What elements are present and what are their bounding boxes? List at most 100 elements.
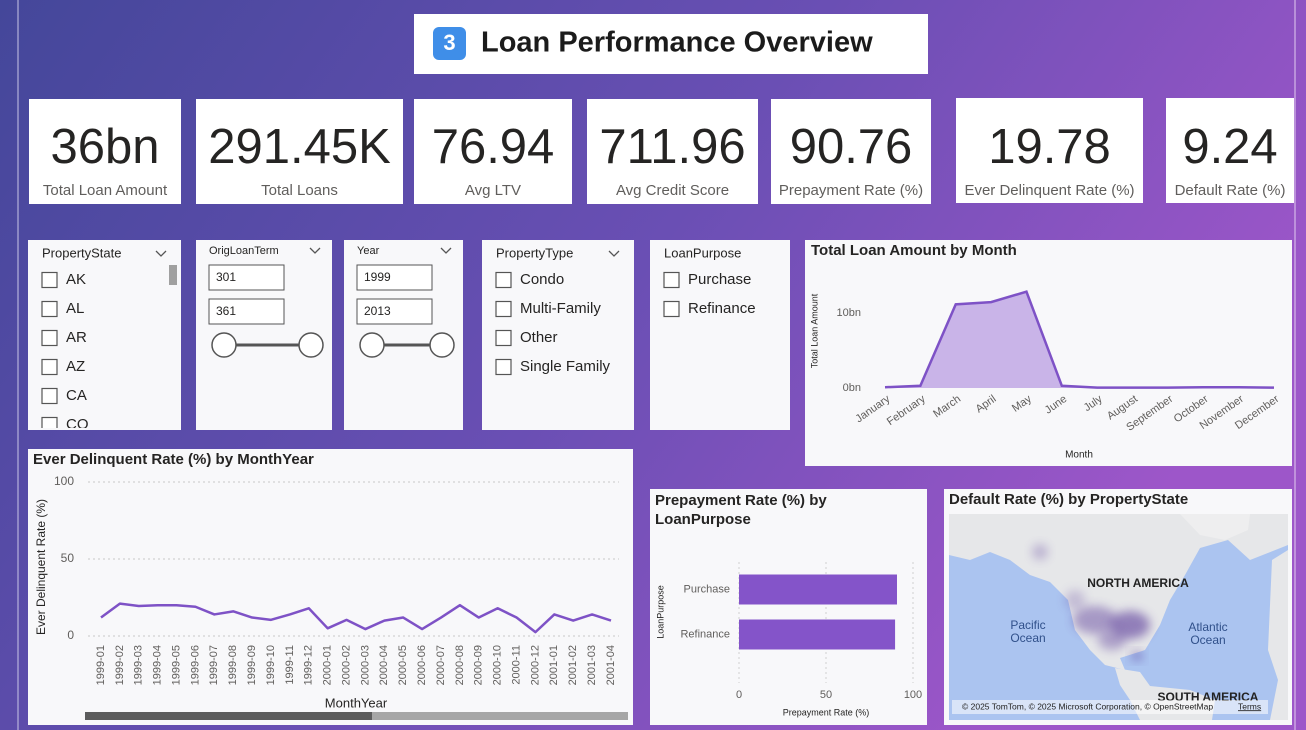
x-tick-label: 1999-03 [133, 645, 145, 685]
kpi-label: Ever Delinquent Rate (%) [964, 182, 1134, 199]
x-tick-label: 1999-11 [284, 645, 296, 685]
checkbox[interactable] [495, 358, 512, 376]
slicer-item: Other [520, 329, 558, 346]
kpi-value: 711.96 [599, 120, 745, 174]
y-axis-label: Ever Delinquent Rate (%) [34, 499, 48, 635]
y-tick-label: 10bn [837, 307, 861, 319]
checkbox[interactable] [495, 271, 512, 289]
x-tick-label: 2000-01 [322, 645, 334, 685]
x-tick-label: 100 [904, 689, 922, 701]
x-tick-label: 2000-08 [454, 645, 466, 685]
x-tick-label: 1999-06 [189, 645, 201, 685]
chart-title: Default Rate (%) by PropertyState [949, 491, 1188, 508]
slicer [650, 240, 790, 430]
x-tick-label: 1999-05 [170, 645, 182, 685]
slicer-chevron [440, 247, 452, 254]
slider-handle[interactable] [429, 332, 455, 358]
y-axis-label: LoanPurpose [655, 585, 665, 639]
kpi-card [771, 99, 931, 204]
checkbox[interactable] [41, 358, 58, 376]
x-tick-label: 2001-02 [567, 645, 579, 685]
area [885, 291, 1274, 388]
range-input[interactable] [208, 264, 285, 291]
kpi-label: Default Rate (%) [1175, 182, 1286, 199]
checkbox[interactable] [41, 387, 58, 405]
kpi-label: Total Loans [261, 182, 338, 199]
kpi-card [956, 98, 1143, 203]
density-blob [1065, 590, 1085, 610]
slicer-title: PropertyType [496, 245, 573, 260]
density-blob [1098, 630, 1126, 650]
x-tick-label: 2000-07 [435, 645, 447, 685]
slicer-chevron [309, 247, 321, 254]
checkbox[interactable] [495, 329, 512, 347]
chart-title: Ever Delinquent Rate (%) by MonthYear [33, 451, 314, 468]
y-tick-label: 50 [61, 551, 75, 565]
slicer-chevron [155, 250, 167, 257]
x-axis-label: Prepayment Rate (%) [783, 707, 870, 717]
x-tick-label: 2000-09 [473, 645, 485, 685]
chart-title: Prepayment Rate (%) by LoanPurpose [655, 492, 827, 528]
kpi-card [196, 99, 403, 204]
kpi-card [587, 99, 758, 204]
slider-handle[interactable] [211, 332, 237, 358]
chart-title: Total Loan Amount by Month [811, 242, 1017, 259]
checkbox[interactable] [663, 300, 680, 318]
kpi-card [29, 99, 181, 204]
map-label: NORTH AMERICA [1087, 576, 1189, 590]
range-input[interactable] [208, 298, 285, 325]
title-icon-text: 3 [443, 30, 455, 55]
slider-handle[interactable] [359, 332, 385, 358]
x-tick-label: 1999-01 [95, 645, 107, 685]
y-axis-label: Total Loan Amount [809, 293, 819, 368]
range-input[interactable] [356, 264, 433, 291]
checkbox[interactable] [41, 300, 58, 318]
slicer-items: Condo Multi-Family Other Single Family [495, 271, 611, 376]
range-input[interactable] [356, 298, 433, 325]
kpi-label: Total Loan Amount [43, 182, 168, 199]
x-tick-label: 0 [736, 689, 742, 701]
checkbox[interactable] [41, 271, 58, 289]
attribution-bg [952, 700, 1268, 714]
x-tick-label: 1999-08 [227, 645, 239, 685]
map-label: Pacific Ocean [1010, 618, 1045, 645]
slider-handle[interactable] [298, 332, 324, 358]
title-icon [433, 27, 466, 60]
map-terms[interactable]: Terms [1238, 701, 1261, 711]
y-tick-label: 0bn [843, 382, 861, 394]
slicer-item: CA [66, 387, 87, 404]
checkbox[interactable] [663, 271, 680, 289]
slicer-item: Multi-Family [520, 300, 601, 317]
x-tick-label: 2000-10 [492, 645, 504, 685]
x-tick-label: 2000-06 [416, 645, 428, 685]
kpi-value: 36bn [50, 120, 159, 174]
y-tick-label: Refinance [680, 628, 730, 640]
title-box [414, 14, 928, 74]
x-tick-label: 2000-11 [510, 645, 522, 685]
dashboard-title: Loan Performance Overview [481, 27, 873, 59]
checkbox[interactable] [495, 300, 512, 318]
density-blob [1032, 544, 1048, 560]
slicer-item: AK [66, 271, 86, 288]
slicer-item: Single Family [520, 358, 611, 375]
slicer-title: Year [357, 245, 380, 257]
slicer-title: PropertyState [42, 245, 122, 260]
kpi-label: Avg Credit Score [616, 182, 729, 199]
slicer-chevron [608, 250, 620, 257]
slicer-items: AK AL AR AZ CA CO [41, 271, 89, 433]
kpi-value: 90.76 [790, 120, 913, 174]
land [1180, 514, 1250, 540]
slicer-item: Refinance [688, 300, 756, 317]
x-tick-label: 2000-05 [397, 645, 409, 685]
scrollbar-thumb [85, 712, 372, 720]
checkbox[interactable] [41, 329, 58, 347]
slicer-item: CO [66, 416, 89, 433]
slicer-scrollbar [169, 265, 177, 285]
x-axis-label: MonthYear [325, 695, 388, 710]
checkbox[interactable] [41, 416, 58, 433]
slicer-item: AZ [66, 358, 85, 375]
x-tick-label: 1999-12 [303, 645, 315, 685]
